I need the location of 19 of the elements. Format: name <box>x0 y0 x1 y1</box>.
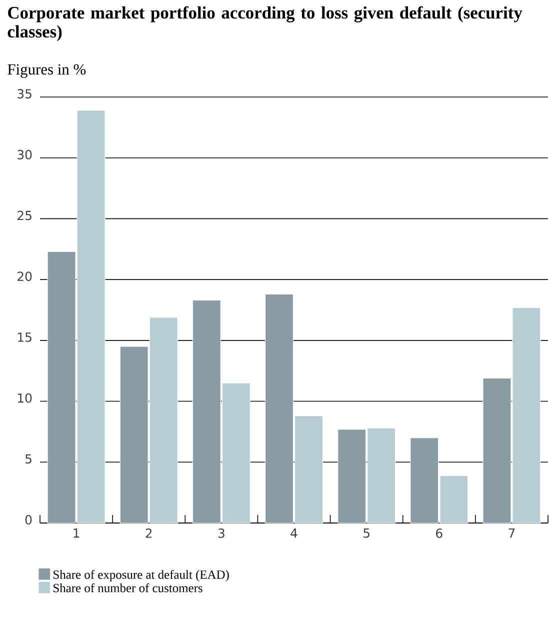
y-tick-label: 20 <box>18 272 32 282</box>
y-tick-label: 35 <box>18 89 32 98</box>
y-tick-label: 15 <box>18 332 32 342</box>
x-tick-label: 3 <box>218 528 224 538</box>
y-tick-label: 10 <box>18 393 32 403</box>
x-tick-label: 2 <box>146 528 152 538</box>
x-tick-label: 7 <box>508 528 515 538</box>
x-tick-label: 4 <box>290 528 298 538</box>
legend-label: Share of number of customers <box>54 583 202 592</box>
y-tick-label: 0 <box>25 515 32 524</box>
y-tick-label: 25 <box>18 210 32 220</box>
chart-title: Corporate market portfolio according to loss given default (security classes) <box>8 6 522 42</box>
x-tick-label: 6 <box>436 528 442 538</box>
x-tick-label: 1 <box>74 528 80 538</box>
legend-label: Share of exposure at default (EAD) <box>54 570 229 582</box>
y-tick-label: 30 <box>18 150 32 160</box>
x-tick-label: 5 <box>364 528 370 538</box>
chart-subtitle: Figures in % <box>8 64 86 78</box>
y-tick-label: 5 <box>26 454 32 464</box>
